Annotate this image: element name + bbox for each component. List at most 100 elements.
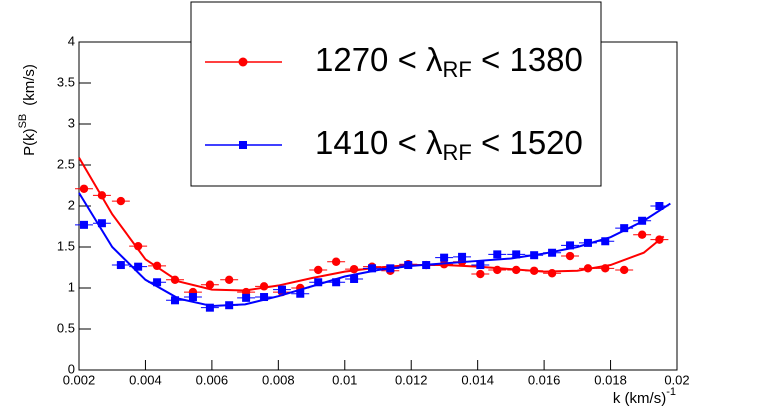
- data-point: [255, 293, 274, 302]
- data-point: [92, 219, 111, 228]
- data-point: [488, 265, 507, 275]
- marker: [170, 275, 180, 284]
- marker: [116, 261, 125, 270]
- marker: [512, 250, 521, 259]
- y-tick-label: 0.5: [57, 320, 75, 335]
- data-point: [273, 285, 291, 294]
- data-point: [471, 261, 490, 270]
- data-point: [166, 275, 184, 284]
- data-point: [345, 274, 364, 283]
- marker: [205, 303, 214, 312]
- marker: [188, 293, 197, 302]
- data-point: [561, 241, 579, 250]
- data-point: [92, 191, 111, 200]
- marker: [205, 280, 215, 289]
- marker: [583, 238, 592, 247]
- legend-label-post: < 1380: [472, 41, 583, 78]
- marker: [476, 269, 485, 279]
- data-point: [237, 293, 256, 302]
- marker: [493, 250, 502, 259]
- legend-label-text: 1270 < λ: [315, 41, 443, 78]
- data-point: [435, 253, 454, 262]
- data-point: [543, 248, 562, 257]
- x-tick-label: 0.02: [664, 372, 689, 387]
- marker: [259, 282, 269, 291]
- marker: [458, 252, 467, 261]
- marker: [242, 293, 251, 302]
- data-point: [75, 220, 93, 229]
- x-tick-label: 0.004: [129, 372, 162, 387]
- data-point: [111, 196, 130, 206]
- data-point: [327, 278, 346, 287]
- data-point: [148, 261, 167, 271]
- marker: [134, 262, 143, 271]
- marker: [225, 301, 234, 310]
- x-tick-label: 0.014: [461, 372, 494, 387]
- data-point: [129, 262, 148, 271]
- marker: [530, 251, 539, 260]
- y-tick-label: 0: [68, 361, 75, 376]
- data-point: [345, 264, 364, 274]
- marker: [529, 266, 539, 275]
- x-tick-label: 0.01: [332, 372, 357, 387]
- y-axis-label: P(k)SB(km/s): [17, 64, 38, 156]
- data-point: [363, 264, 381, 273]
- y-tick-label: 1: [68, 279, 75, 294]
- y-tick-label: 3: [68, 115, 75, 130]
- data-point: [309, 278, 328, 287]
- data-point: [453, 252, 472, 261]
- data-point: [525, 266, 544, 275]
- marker: [404, 261, 413, 270]
- data-point: [291, 289, 310, 298]
- marker: [296, 289, 305, 298]
- y-tick-label: 4: [68, 33, 75, 48]
- marker: [368, 264, 377, 273]
- legend-box: [190, 1, 602, 187]
- marker: [476, 261, 485, 270]
- data-point: [417, 261, 436, 270]
- marker: [620, 224, 629, 233]
- marker: [619, 265, 629, 275]
- data-point: [615, 265, 634, 275]
- data-point: [633, 230, 652, 239]
- x-tick-label: 0.002: [63, 372, 96, 387]
- marker: [314, 265, 323, 275]
- marker: [314, 278, 323, 287]
- marker: [601, 264, 610, 273]
- x-tick-label: 0.016: [528, 372, 561, 387]
- marker: [260, 293, 269, 302]
- data-point: [650, 235, 669, 244]
- data-point: [183, 293, 202, 302]
- x-tick-label: 0.012: [395, 372, 428, 387]
- legend-label-sub: RF: [443, 140, 472, 165]
- marker: [655, 235, 664, 244]
- marker: [655, 202, 664, 210]
- data-point: [309, 265, 328, 275]
- marker: [349, 264, 359, 274]
- marker: [422, 261, 431, 270]
- x-tick-label: 0.008: [262, 372, 295, 387]
- data-point: [399, 261, 418, 270]
- legend-label-post: < 1520: [472, 124, 583, 161]
- data-point: [633, 216, 652, 225]
- marker: [565, 251, 575, 261]
- marker: [332, 278, 341, 287]
- data-point: [471, 269, 490, 279]
- y-tick-label: 3.5: [57, 74, 75, 89]
- y-tick-label: 1.5: [57, 238, 75, 253]
- data-point: [543, 269, 562, 278]
- data-point: [525, 251, 544, 260]
- marker: [277, 285, 286, 294]
- data-point: [220, 301, 239, 310]
- marker: [171, 296, 180, 305]
- marker: [386, 264, 395, 273]
- y-tick-label: 2.5: [57, 156, 75, 171]
- data-point: [578, 238, 597, 247]
- data-point: [507, 265, 526, 275]
- marker: [116, 196, 126, 206]
- legend-marker: [238, 57, 248, 67]
- data-point: [488, 250, 507, 259]
- data-point: [129, 241, 148, 251]
